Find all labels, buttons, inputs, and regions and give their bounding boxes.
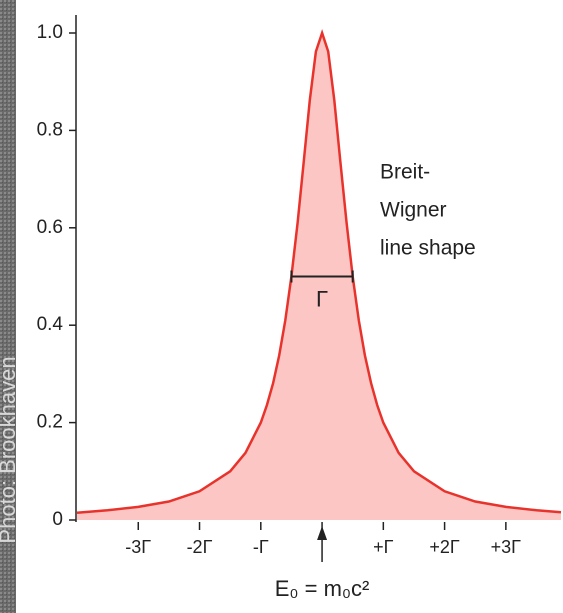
x-tick-label: -Γ <box>253 537 269 557</box>
photo-strip <box>0 0 16 613</box>
x-tick-label: -2Γ <box>187 537 213 557</box>
x-tick-label: +2Γ <box>429 537 460 557</box>
x-axis-label: E₀ = m₀c² <box>275 576 370 601</box>
annotation: Wigner <box>380 199 447 222</box>
y-tick-label: 0.8 <box>37 119 63 140</box>
line <box>76 29 562 514</box>
y-tick-label: 1.0 <box>37 22 63 43</box>
credit: Photo: Brookhaven <box>0 356 20 543</box>
annotation: Breit- <box>380 161 430 184</box>
y-tick-label: 0 <box>52 509 63 530</box>
fwhm-label: Γ <box>316 286 328 311</box>
y-tick-label: 0.6 <box>37 217 63 238</box>
annotation: line shape <box>380 237 476 260</box>
x-tick-label: -3Γ <box>125 537 151 557</box>
x-tick-label: +3Γ <box>491 537 522 557</box>
y-tick-label: 0.4 <box>37 314 64 335</box>
x-tick-label: +Γ <box>373 537 394 557</box>
arrow-head <box>317 526 328 540</box>
y-tick-label: 0.2 <box>37 412 63 433</box>
